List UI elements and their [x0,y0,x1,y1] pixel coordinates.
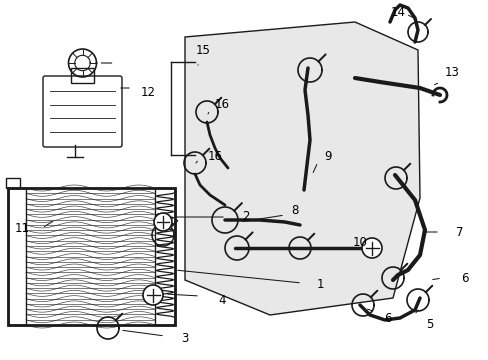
Polygon shape [184,22,419,315]
Text: 11: 11 [15,221,29,234]
Bar [8,188,175,325]
Circle shape [361,238,381,258]
Bar [71,68,94,83]
Text: 16: 16 [207,150,222,163]
Text: 13: 13 [444,66,459,78]
Text: 9: 9 [324,150,331,163]
Text: 1: 1 [316,278,323,291]
Text: 5: 5 [426,319,433,332]
Bar [8,188,26,325]
Text: 6: 6 [384,311,391,324]
Circle shape [142,285,163,305]
Text: 3: 3 [181,332,188,345]
Bar [6,178,20,188]
Text: 2: 2 [242,211,249,224]
Text: 15: 15 [195,44,210,57]
Bar [155,188,175,325]
Text: 4: 4 [218,293,225,306]
Text: 6: 6 [460,271,468,284]
Text: 10: 10 [352,237,366,249]
Text: 12: 12 [140,85,155,99]
Text: 14: 14 [390,5,405,18]
Text: 7: 7 [455,225,463,238]
Text: 8: 8 [291,203,298,216]
Circle shape [154,213,172,231]
Text: 16: 16 [214,98,229,111]
